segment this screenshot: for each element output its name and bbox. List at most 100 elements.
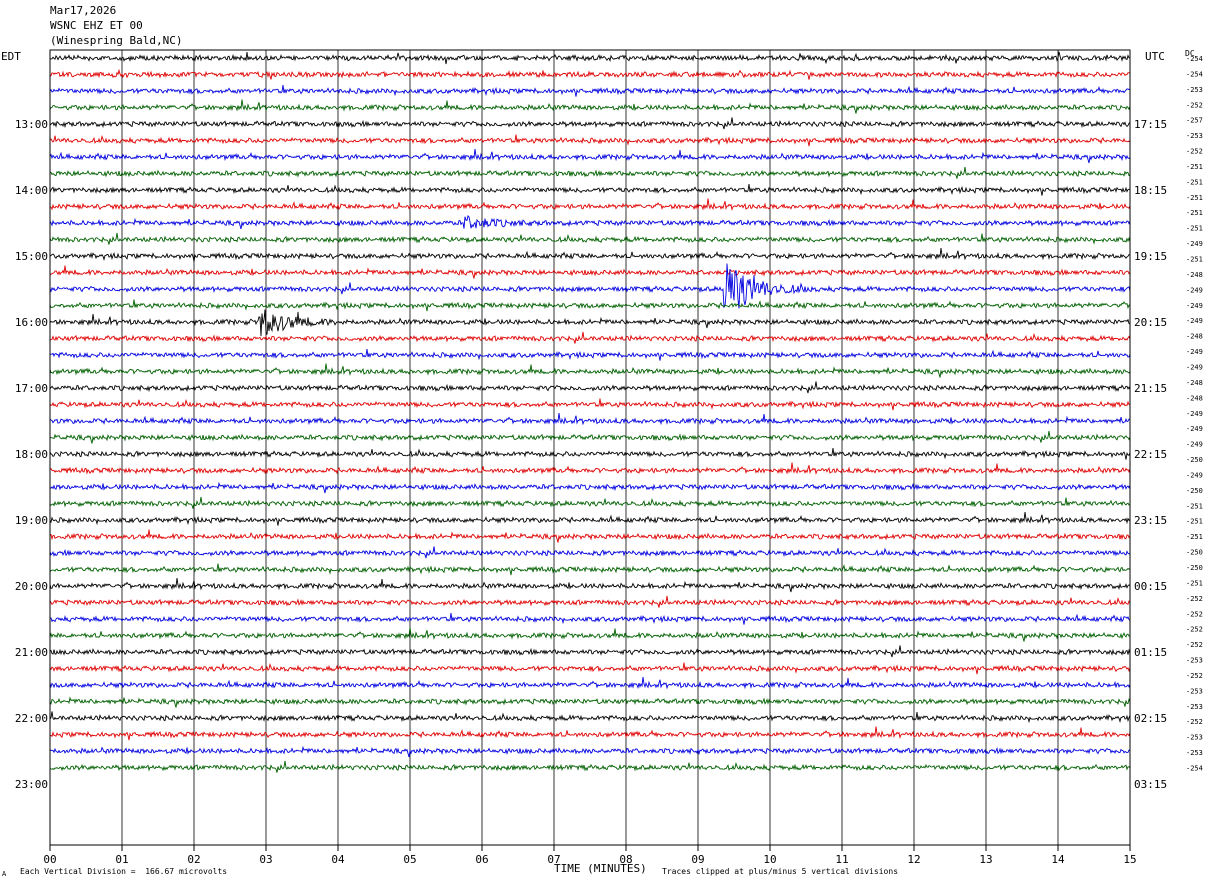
dc-offset-label: -253	[1186, 132, 1203, 140]
trace-row-21	[49, 398, 1131, 411]
trace-row-31	[49, 563, 1131, 576]
trace-row-7	[49, 166, 1131, 179]
left-hour-label: 19:00	[15, 514, 48, 527]
dc-offset-label: -250	[1186, 487, 1203, 495]
dc-offset-label: -254	[1186, 70, 1203, 78]
trace-row-10	[49, 214, 1131, 230]
header-station: WSNC EHZ ET 00	[50, 19, 143, 32]
dc-offset-label: -253	[1186, 749, 1203, 757]
x-tick-labels: 00 01 02 03 04 05 06 07 08 09 10 11 12 13 14 15	[43, 853, 1136, 866]
header-location: (Winespring Bald,NC)	[50, 34, 183, 47]
right-hour-label: 22:15	[1134, 448, 1167, 461]
trace-row-18	[49, 349, 1131, 361]
trace-row-32	[49, 578, 1131, 593]
trace-row-2	[49, 85, 1131, 97]
dc-offset-label: -249	[1186, 302, 1203, 310]
header-date: Mar17,2026	[50, 4, 117, 17]
trace-row-42	[49, 745, 1131, 758]
dc-offset-label: -249	[1186, 286, 1203, 294]
trace-row-20	[49, 381, 1131, 394]
dc-header-label: DC	[1185, 49, 1195, 58]
dc-offset-label: -248	[1186, 271, 1203, 279]
left-hour-label: 14:00	[15, 184, 48, 197]
right-hour-label: 02:15	[1134, 712, 1167, 725]
dc-offset-label: -251	[1186, 579, 1203, 587]
left-hour-label: 15:00	[15, 250, 48, 263]
trace-row-40	[49, 711, 1131, 724]
dc-offset-label: -251	[1186, 163, 1203, 171]
frame-border	[49, 49, 1131, 846]
dc-offset-label: -249	[1186, 317, 1203, 325]
dc-offset-label: -249	[1186, 348, 1203, 356]
dc-offset-label: -251	[1186, 194, 1203, 202]
trace-row-14	[49, 263, 1131, 309]
trace-row-26	[49, 481, 1131, 494]
seismic-traces	[49, 51, 1131, 773]
trace-row-9	[50, 198, 1131, 211]
dc-offset-label: -249	[1186, 425, 1203, 433]
trace-row-35	[49, 627, 1131, 642]
trace-row-6	[49, 149, 1131, 164]
dc-offset-label: -254	[1186, 765, 1203, 773]
trace-row-19	[49, 363, 1131, 378]
right-timezone-label: UTC	[1145, 50, 1165, 63]
x-tick-label: 11	[835, 853, 848, 866]
x-axis-title: TIME (MINUTES)	[554, 862, 647, 875]
right-hour-label: 23:15	[1134, 514, 1167, 527]
right-hour-label: 20:15	[1134, 316, 1167, 329]
left-hour-label: 13:00	[15, 118, 48, 131]
trace-row-15	[49, 299, 1131, 312]
right-hour-label: 17:15	[1134, 118, 1167, 131]
dc-offset-label: -250	[1186, 549, 1203, 557]
dc-offset-label: -254	[1186, 55, 1203, 63]
dc-offset-label: -253	[1186, 703, 1203, 711]
dc-offset-label: -252	[1186, 595, 1203, 603]
x-tick-label: 08	[619, 853, 632, 866]
dc-offset-label: -250	[1186, 564, 1203, 572]
right-hour-label: 00:15	[1134, 580, 1167, 593]
trace-row-11	[49, 232, 1131, 245]
trace-row-8	[49, 184, 1131, 196]
left-hour-label: 22:00	[15, 712, 48, 725]
right-hour-label: 03:15	[1134, 778, 1167, 791]
trace-row-30	[49, 546, 1131, 559]
trace-row-34	[49, 613, 1131, 625]
dc-offset-label: -251	[1186, 209, 1203, 217]
plot-frame	[49, 49, 1131, 851]
right-hour-label: 19:15	[1134, 250, 1167, 263]
x-tick-label: 05	[403, 853, 416, 866]
trace-row-39	[49, 696, 1131, 708]
dc-offset-label: -248	[1186, 333, 1203, 341]
dc-offset-label: -251	[1186, 502, 1203, 510]
scale-note: Each Vertical Division = 166.67 microvol…	[20, 867, 228, 876]
dc-offset-label: -252	[1186, 610, 1203, 618]
x-tick-label: 13	[979, 853, 992, 866]
dc-offset-label: -252	[1186, 672, 1203, 680]
left-hour-label: 16:00	[15, 316, 48, 329]
x-tick-label: 10	[763, 853, 776, 866]
dc-offset-label: -252	[1186, 626, 1203, 634]
dc-offset-label: -253	[1186, 86, 1203, 94]
dc-offset-label: -252	[1186, 148, 1203, 156]
x-tick-label: 07	[547, 853, 560, 866]
x-tick-label: 01	[115, 853, 128, 866]
clip-note: Traces clipped at plus/minus 5 vertical …	[662, 867, 899, 876]
trace-row-12	[49, 248, 1131, 262]
x-tick-label: 12	[907, 853, 920, 866]
left-timezone-label: EDT	[1, 50, 21, 63]
x-tick-label: 00	[43, 853, 56, 866]
dc-offset-label: -249	[1186, 471, 1203, 479]
left-hour-label: 21:00	[15, 646, 48, 659]
trace-row-33	[49, 595, 1131, 608]
dc-offset-label: -251	[1186, 256, 1203, 264]
dc-offset-label: -249	[1186, 410, 1203, 418]
dc-offset-label: -249	[1186, 441, 1203, 449]
trace-row-16	[49, 309, 1131, 337]
right-hour-label: 01:15	[1134, 646, 1167, 659]
dc-offset-label: -252	[1186, 718, 1203, 726]
left-hour-label: 20:00	[15, 580, 48, 593]
dc-offset-label: -251	[1186, 178, 1203, 186]
x-tick-label: 15	[1123, 853, 1136, 866]
trace-row-1	[49, 68, 1131, 80]
